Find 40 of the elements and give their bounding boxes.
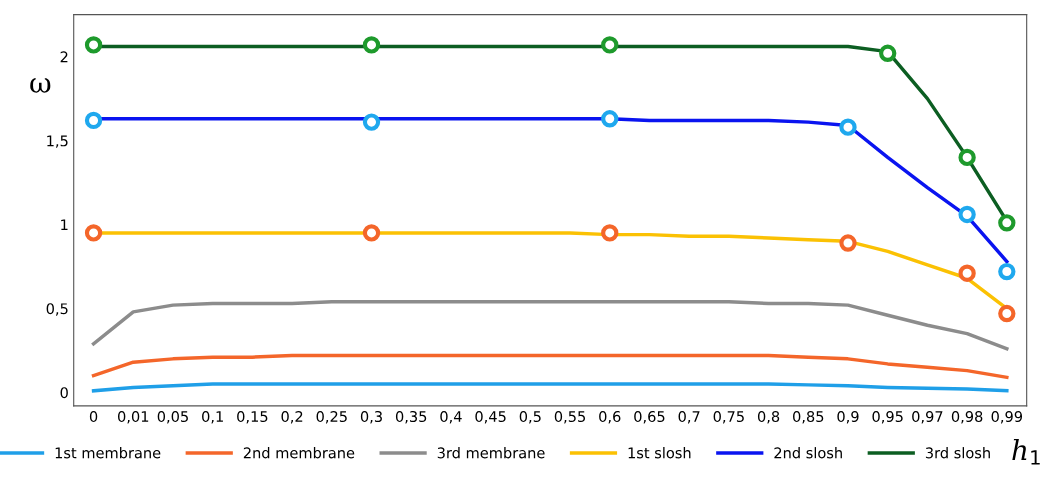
x-tick-label: 0,95 [872,410,903,424]
legend-label: 1st membrane [55,447,161,459]
y-tick-label: 0,5 [46,303,68,316]
line-series [91,353,1009,380]
y-tick-label: 1,5 [47,135,68,148]
x-tick-label: 0,99 [991,410,1023,424]
legend-label: 2nd membrane [243,447,355,459]
x-tick-label: 0,3 [360,410,382,424]
x-tick-label: 0,8 [757,410,780,424]
x-tick-label: 0,5 [519,410,541,424]
x-tick-label: 0,9 [837,410,859,424]
y-tick-label: 0 [60,387,68,399]
x-tick-label: 0,15 [237,410,268,424]
x-tick-label: 0,4 [440,410,462,424]
x-tick-label: 0,85 [793,410,824,424]
x-tick-label: 0,75 [713,410,744,424]
x-tick-label: 0,97 [912,410,943,424]
line-series [91,382,1009,393]
legend-label: 2nd slosh [774,447,842,459]
x-tick-label: 0,55 [554,410,586,424]
x-tick-label: 0 [89,410,98,423]
y-axis-title: ω [30,78,51,93]
line-series [91,300,1009,351]
y-tick-label: 2 [60,51,68,63]
legend-label: 3rd membrane [437,447,545,459]
x-tick-label: 0,65 [634,410,665,424]
x-tick-label: 0,05 [157,410,188,424]
x-tick-label: 0,45 [475,410,506,424]
x-tick-label: 0,01 [118,410,149,424]
legend-label: 3rd slosh [925,447,990,459]
x-tick-label: 0,25 [316,410,347,424]
x-tick-label: 0,35 [395,410,427,424]
x-tick-label: 0,98 [951,410,983,424]
x-tick-label: 0,7 [678,410,700,424]
y-tick-label: 1 [61,219,68,231]
x-axis-title: h$_{1}$ [1012,438,1040,465]
x-tick-label: 0,2 [281,410,303,424]
x-tick-label: 0,1 [202,410,223,424]
legend-label: 1st slosh [628,447,691,459]
x-tick-label: 0,6 [599,410,621,424]
